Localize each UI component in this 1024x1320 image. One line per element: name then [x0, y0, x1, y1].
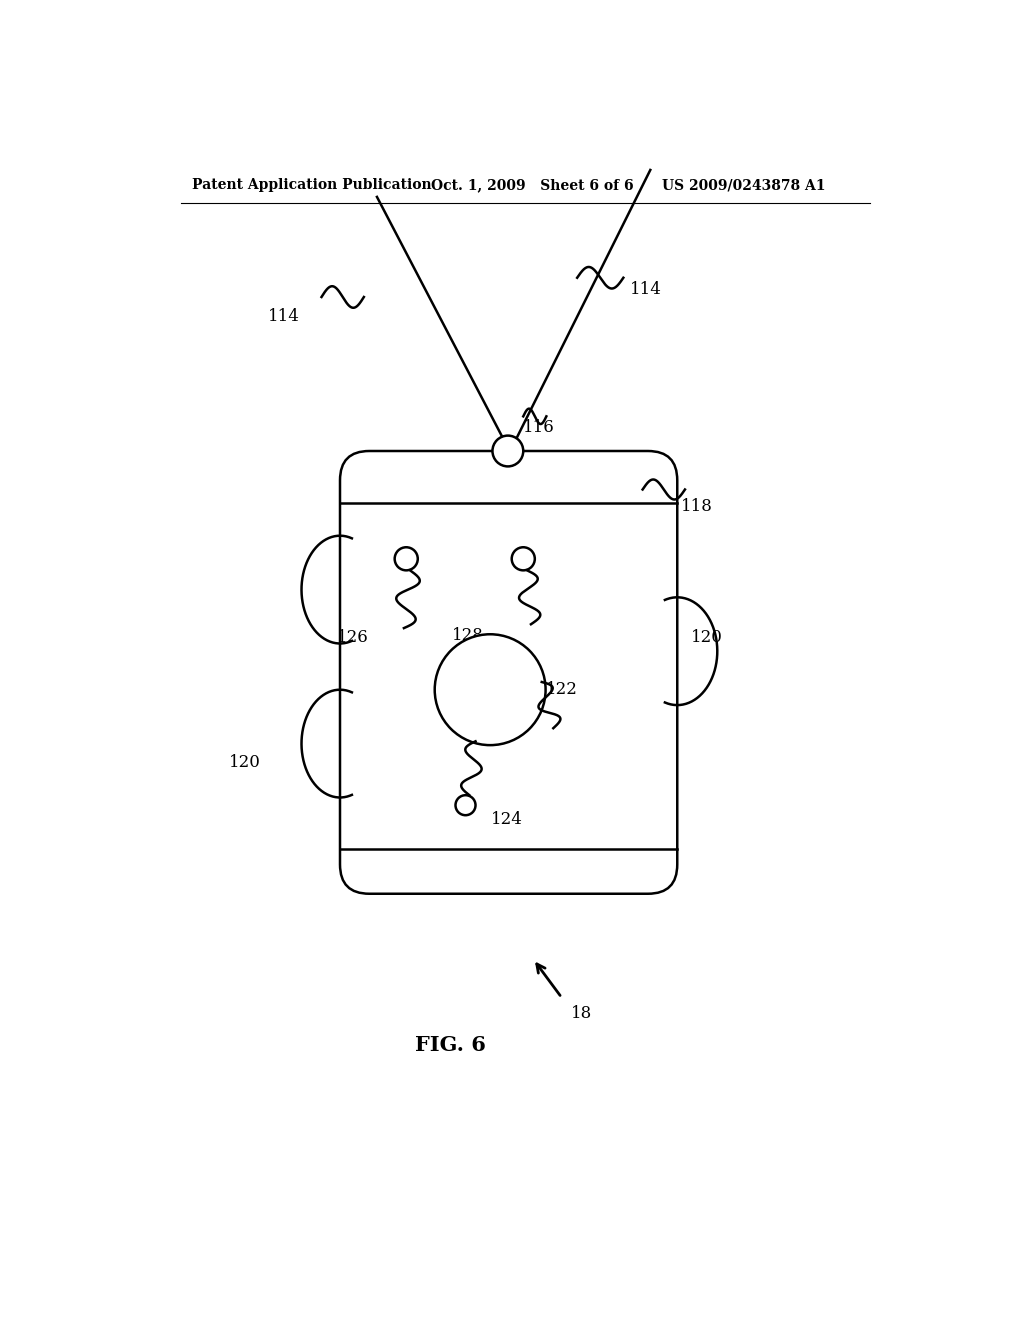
Text: 116: 116 — [523, 420, 555, 437]
Circle shape — [512, 548, 535, 570]
Circle shape — [456, 795, 475, 816]
Text: 120: 120 — [691, 628, 723, 645]
Text: Patent Application Publication: Patent Application Publication — [193, 178, 432, 193]
Text: Oct. 1, 2009   Sheet 6 of 6: Oct. 1, 2009 Sheet 6 of 6 — [431, 178, 634, 193]
Text: US 2009/0243878 A1: US 2009/0243878 A1 — [662, 178, 825, 193]
Text: 124: 124 — [490, 810, 523, 828]
Text: FIG. 6: FIG. 6 — [416, 1035, 486, 1056]
Text: 118: 118 — [681, 498, 713, 515]
FancyBboxPatch shape — [340, 451, 677, 894]
Text: 128: 128 — [453, 627, 484, 644]
Text: 18: 18 — [571, 1005, 592, 1022]
Circle shape — [435, 635, 546, 744]
Circle shape — [493, 436, 523, 466]
Text: 120: 120 — [229, 754, 261, 771]
Circle shape — [394, 548, 418, 570]
Text: 114: 114 — [267, 308, 299, 325]
Text: 114: 114 — [630, 281, 662, 298]
Text: 126: 126 — [337, 628, 369, 645]
Text: 122: 122 — [547, 681, 579, 698]
